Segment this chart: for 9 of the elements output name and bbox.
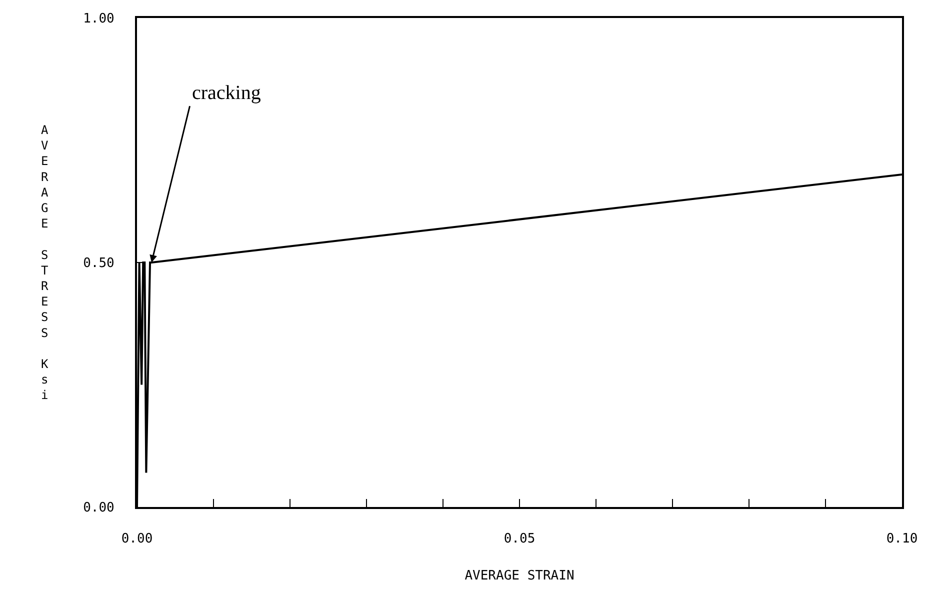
x-tick-label: 0.00 — [121, 532, 153, 547]
y-tick-label: 0.50 — [83, 256, 114, 272]
x-tick-label: 0.10 — [886, 532, 918, 547]
annotation: cracking — [192, 82, 261, 104]
y-tick-label: 1.00 — [83, 12, 114, 27]
x-tick-label: 0.05 — [504, 532, 536, 547]
x-axis-title: AVERAGE STRAIN — [464, 568, 574, 584]
text: AVERAGE STRESS Ksi — [41, 123, 48, 402]
y-tick-label: 0.00 — [83, 500, 114, 516]
